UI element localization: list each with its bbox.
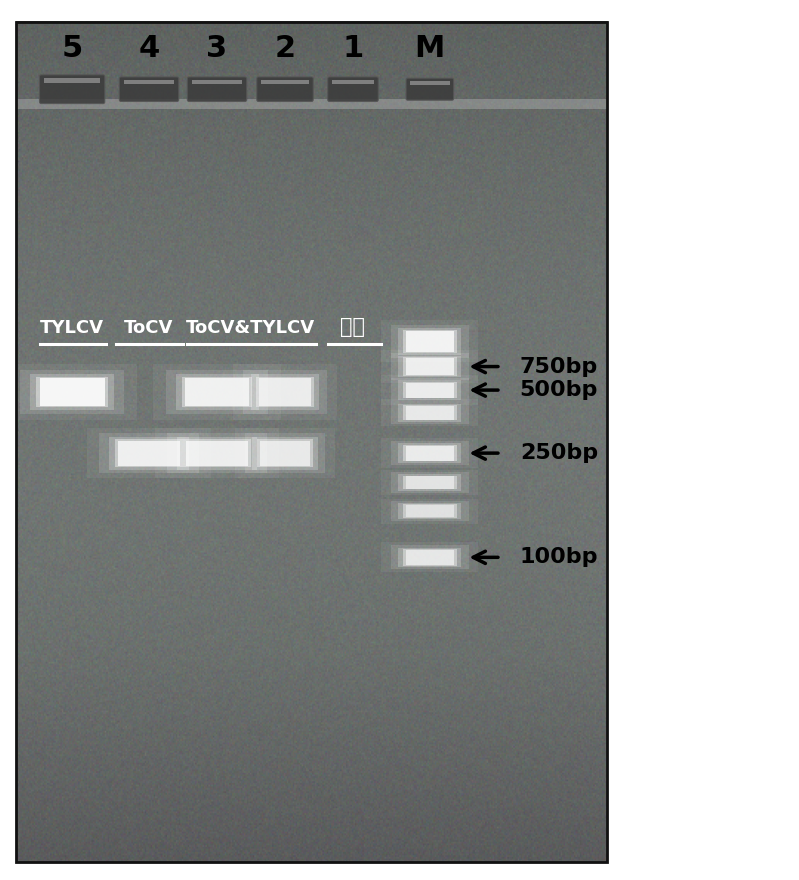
Bar bbox=[406, 476, 454, 489]
Bar bbox=[406, 331, 454, 352]
Bar bbox=[244, 433, 325, 473]
Bar bbox=[185, 378, 249, 406]
Text: 1: 1 bbox=[343, 34, 364, 63]
Text: ToCV&TYLCV: ToCV&TYLCV bbox=[186, 319, 316, 337]
Bar bbox=[186, 441, 248, 466]
Bar bbox=[155, 428, 279, 479]
Bar bbox=[403, 504, 456, 518]
Bar bbox=[381, 542, 479, 573]
Bar bbox=[183, 439, 251, 467]
Bar bbox=[399, 502, 461, 519]
Bar bbox=[391, 353, 469, 380]
Bar bbox=[256, 377, 314, 407]
FancyBboxPatch shape bbox=[119, 77, 179, 101]
Bar bbox=[251, 374, 319, 410]
Bar bbox=[30, 374, 114, 410]
Bar bbox=[176, 374, 259, 410]
Bar bbox=[192, 80, 242, 84]
Bar bbox=[16, 22, 607, 862]
FancyBboxPatch shape bbox=[187, 77, 247, 101]
Bar bbox=[399, 404, 461, 422]
Bar bbox=[381, 498, 479, 524]
Text: ToCV: ToCV bbox=[125, 319, 173, 337]
Text: 5: 5 bbox=[62, 34, 83, 63]
Bar bbox=[381, 438, 479, 468]
Bar bbox=[391, 402, 469, 423]
Bar bbox=[381, 349, 479, 384]
Bar bbox=[20, 370, 124, 414]
Bar bbox=[118, 441, 180, 466]
Bar bbox=[381, 400, 479, 426]
Bar bbox=[7, 364, 137, 420]
Bar bbox=[381, 470, 479, 495]
Text: 4: 4 bbox=[138, 34, 160, 63]
Bar bbox=[259, 378, 311, 406]
Bar bbox=[391, 441, 469, 466]
Bar bbox=[391, 325, 469, 358]
Bar bbox=[257, 439, 312, 467]
Bar bbox=[244, 370, 327, 414]
Text: 250bp: 250bp bbox=[520, 444, 598, 463]
Bar bbox=[182, 377, 252, 407]
Bar bbox=[177, 436, 257, 470]
Bar bbox=[391, 501, 469, 521]
Bar bbox=[261, 80, 309, 84]
Bar bbox=[115, 439, 183, 467]
Text: 750bp: 750bp bbox=[520, 356, 598, 377]
Bar bbox=[403, 549, 456, 566]
Text: 健康: 健康 bbox=[340, 317, 365, 337]
Text: M: M bbox=[415, 34, 445, 63]
Bar bbox=[406, 445, 454, 461]
Bar bbox=[332, 80, 374, 84]
Bar bbox=[87, 428, 211, 479]
Bar bbox=[399, 444, 461, 463]
Bar bbox=[406, 358, 454, 375]
Bar bbox=[166, 370, 268, 414]
Bar bbox=[406, 505, 454, 517]
Bar bbox=[260, 441, 310, 466]
Bar bbox=[252, 436, 318, 470]
Bar bbox=[406, 383, 454, 398]
Text: 500bp: 500bp bbox=[519, 380, 598, 400]
Text: 3: 3 bbox=[206, 34, 228, 63]
FancyBboxPatch shape bbox=[256, 77, 313, 101]
Bar bbox=[399, 474, 461, 491]
Bar bbox=[99, 433, 199, 473]
Bar bbox=[399, 356, 461, 378]
Bar bbox=[403, 406, 456, 420]
FancyBboxPatch shape bbox=[406, 78, 454, 100]
Bar bbox=[391, 546, 469, 569]
Text: TYLCV: TYLCV bbox=[40, 319, 104, 337]
Bar bbox=[40, 378, 105, 406]
Bar bbox=[403, 357, 456, 376]
Bar bbox=[153, 364, 281, 420]
Bar bbox=[399, 380, 461, 400]
Bar bbox=[399, 327, 461, 355]
Bar bbox=[381, 375, 479, 405]
Text: 100bp: 100bp bbox=[519, 547, 598, 568]
Bar bbox=[44, 78, 100, 83]
Bar bbox=[233, 364, 337, 420]
Bar bbox=[391, 378, 469, 402]
Bar bbox=[235, 428, 336, 479]
Bar bbox=[381, 320, 479, 363]
Bar bbox=[167, 433, 267, 473]
Bar bbox=[403, 475, 456, 489]
Bar bbox=[410, 81, 450, 84]
Bar bbox=[399, 547, 461, 568]
Bar bbox=[406, 406, 454, 420]
Bar bbox=[403, 330, 456, 353]
Bar bbox=[124, 80, 174, 84]
Bar bbox=[403, 444, 456, 461]
FancyBboxPatch shape bbox=[328, 77, 378, 101]
Bar bbox=[391, 473, 469, 493]
Bar bbox=[403, 382, 456, 399]
Bar bbox=[37, 377, 108, 407]
Bar bbox=[109, 436, 189, 470]
FancyBboxPatch shape bbox=[39, 75, 105, 104]
Bar bbox=[406, 550, 454, 565]
Bar bbox=[16, 99, 607, 109]
Text: 2: 2 bbox=[274, 34, 296, 63]
